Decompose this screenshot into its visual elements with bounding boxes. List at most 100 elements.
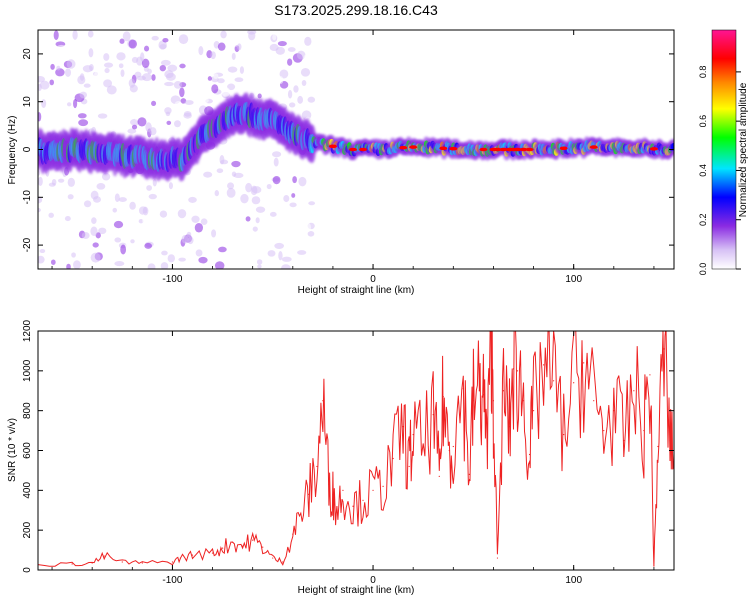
snr-y-tick-label: 600 [22,442,33,459]
heatmap-noise-cell [118,63,124,69]
heatmap-noise-cell [90,190,99,200]
heatmap-noise-cell [79,91,88,99]
heatmap-noise-cell [227,182,235,190]
heatmap-noise-cell [38,170,41,176]
heatmap-noise-cell [227,83,236,91]
snr-plot-area [38,331,674,570]
heatmap-noise-cell [211,84,219,94]
snr-x-ticks: -100 0 100 [51,331,655,586]
snr-y-tick-label: 1000 [22,359,33,382]
heatmap-noise-cell [38,255,45,264]
heatmap-noise-cell [199,97,209,104]
heatmap-noise-cell [120,69,125,77]
snr-data-point [512,368,515,370]
heatmap-noise-cell [291,193,296,198]
heatmap-noise-cell [114,237,122,243]
heatmap-noise-cell [160,262,169,269]
heatmap-y-ticks: -20 -10 0 10 20 [22,48,674,252]
heatmap-y-tick-label: 10 [22,96,33,108]
heatmap-x-tick-label: 100 [565,274,582,285]
heatmap-noise-cell [166,120,172,125]
snr-line-panel: -100 0 100 0 200 400 600 800 1000 1200 Height of… [7,319,675,596]
snr-data-point [103,555,105,557]
heatmap-blobs [38,30,674,269]
snr-data-point [448,449,450,452]
heatmap-noise-cell [151,100,157,107]
heatmap-noise-cell [216,168,224,174]
heatmap-noise-cell [239,66,245,74]
snr-data-point [516,370,519,372]
heatmap-noise-cell [297,95,304,104]
heatmap-noise-cell [287,58,293,66]
heatmap-noise-cell [96,183,106,190]
heatmap-noise-cell [66,59,76,69]
heatmap-peak-cell [493,147,502,152]
snr-data-point [282,561,284,563]
heatmap-noise-cell [304,36,312,46]
heatmap-noise-cell [234,77,244,83]
snr-data-point [179,557,182,559]
snr-data-point [532,410,535,412]
snr-data-point [171,561,174,563]
snr-data-point [478,390,480,392]
heatmap-noise-cell [66,102,72,107]
snr-data-point [432,414,434,416]
snr-data-point [191,554,194,556]
heatmap-noise-cell [227,201,237,207]
snr-data-point [242,545,244,547]
heatmap-noise-cell [292,176,297,184]
snr-data-point [292,533,294,535]
heatmap-noise-cell [64,216,71,222]
heatmap-peak-cell [559,146,568,151]
heatmap-noise-cell [91,217,97,225]
heatmap-noise-cell [67,194,74,200]
colorbar-tick-label: 0.6 [698,115,708,128]
heatmap-noise-cell [210,51,216,60]
colorbar-tick-label: 0.0 [698,263,708,276]
snr-x-tick-label: 0 [370,575,376,586]
heatmap-noise-cell [218,246,227,253]
colorbar-tick-label: 0.4 [698,164,708,177]
heatmap-y-axis-label: Frequency (Hz) [7,116,18,185]
snr-data-point [362,499,364,501]
snr-series-points [38,331,674,567]
heatmap-noise-cell [38,196,43,204]
heatmap-noise-cell [49,79,55,86]
heatmap-noise-cell [78,119,89,127]
heatmap-noise-cell [214,261,225,269]
heatmap-noise-cell [104,67,110,74]
heatmap-peak-cell [359,147,368,152]
heatmap-noise-cell [81,232,90,239]
heatmap-noise-cell [46,217,55,227]
snr-data-point [603,429,605,432]
heatmap-noise-cell [287,90,293,99]
heatmap-noise-cell [128,39,137,49]
heatmap-noise-cell [266,183,272,190]
heatmap-noise-cell [269,211,277,217]
heatmap-noise-cell [38,112,42,122]
heatmap-x-ticks: -100 0 100 [51,30,655,285]
snr-data-point [452,445,454,448]
snr-x-axis-label: Height of straight line (km) [298,585,415,596]
heatmap-noise-cell [173,81,183,89]
heatmap-noise-cell [307,230,315,237]
heatmap-noise-cell [281,264,291,269]
heatmap-noise-cell [178,34,189,45]
heatmap-noise-cell [129,201,136,210]
heatmap-noise-cell [56,65,61,71]
snr-data-point [583,362,585,364]
heatmap-noise-cell [273,157,279,167]
heatmap-x-tick-label: -100 [162,274,182,285]
snr-data-point [522,400,525,402]
snr-data-point [402,426,404,428]
heatmap-noise-cell [79,73,85,81]
heatmap-peak-cell [513,147,522,152]
heatmap-noise-cell [188,196,197,203]
heatmap-noise-cell [101,172,111,181]
snr-data-point [613,410,615,412]
heatmap-noise-cell [186,231,192,238]
heatmap-noise-cell [152,179,157,187]
heatmap-noise-cell [159,65,167,72]
heatmap-noise-cell [39,80,50,90]
